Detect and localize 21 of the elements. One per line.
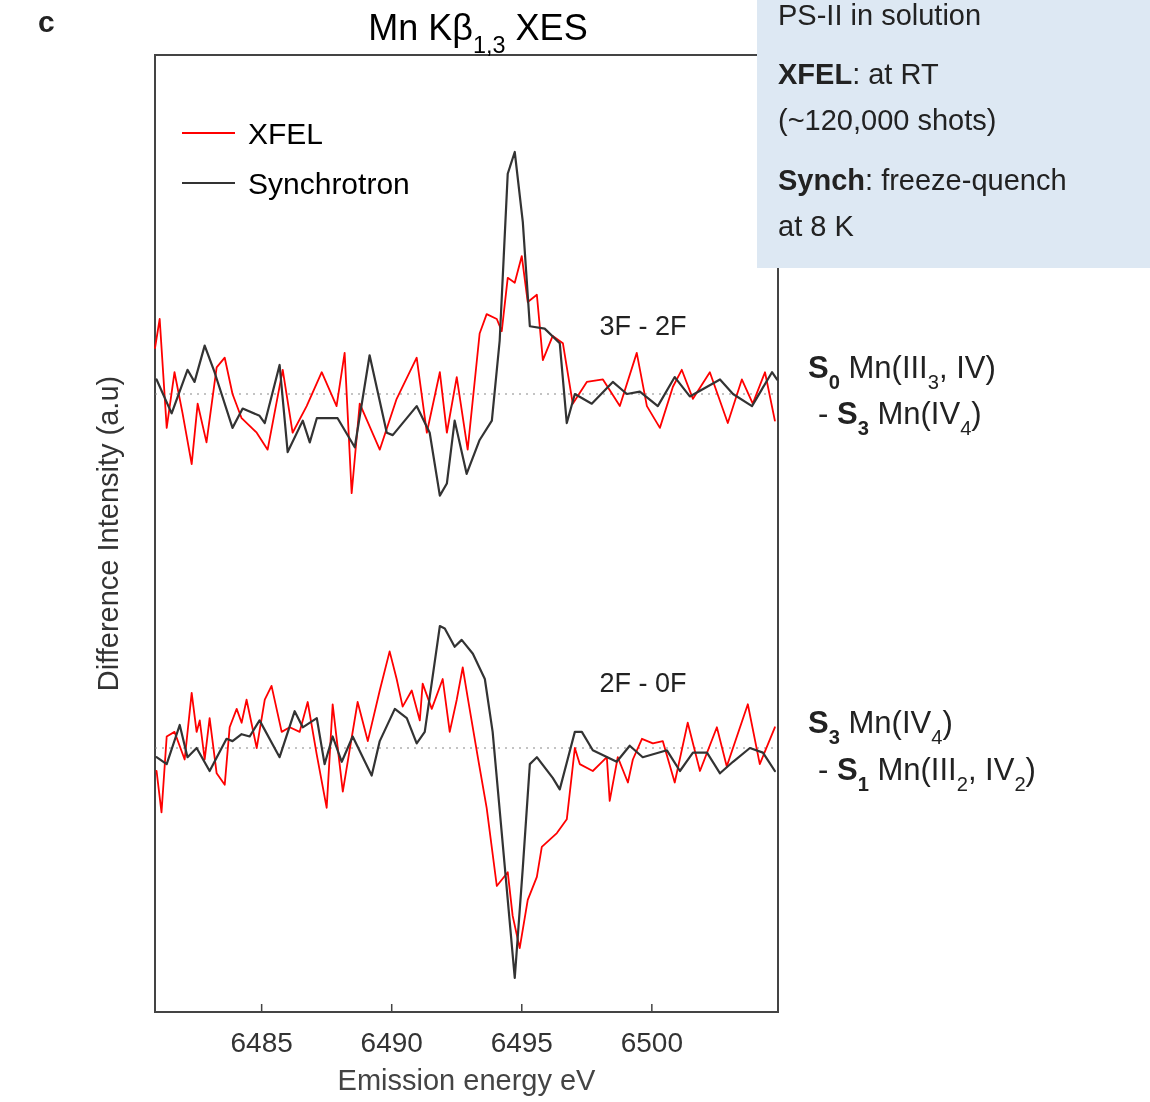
text: - S$_{1}$ Mn(III$_{2}$, IV$_{2}$) [818,752,1036,795]
chart-title: Mn Kβ$_{1,3}$ XES [368,7,588,58]
x-tick-label: 6485 [230,1027,293,1058]
annotation: 3F - 2F [599,311,687,341]
text: S$_{3}$ Mn(IV$_{4}$) [808,705,953,748]
legend-label: Synchrotron [248,167,410,200]
annotation: 2F - 0F [599,668,687,698]
text: S$_{0}$ Mn(III$_{3}$, IV) [808,350,996,393]
text: - S$_{3}$ Mn(IV$_{4}$) [818,396,982,439]
x-tick-label: 6495 [490,1027,553,1058]
annotation: Synch: freeze-quench [778,164,1067,196]
text: PS-II in solution [778,0,982,31]
legend-label: XFEL [248,117,324,150]
x-axis-title: Emission energy eV [337,1064,597,1096]
x-tick-label: 6500 [620,1027,683,1058]
text: c [38,5,55,38]
text: XFEL: at RT [778,58,939,90]
x-tick-label: 6490 [360,1027,423,1058]
annotation: at 8 K [778,210,855,242]
text: (~120,000 shots) [778,104,997,136]
y-axis-title: Difference Intensity (a.u) [92,375,124,692]
